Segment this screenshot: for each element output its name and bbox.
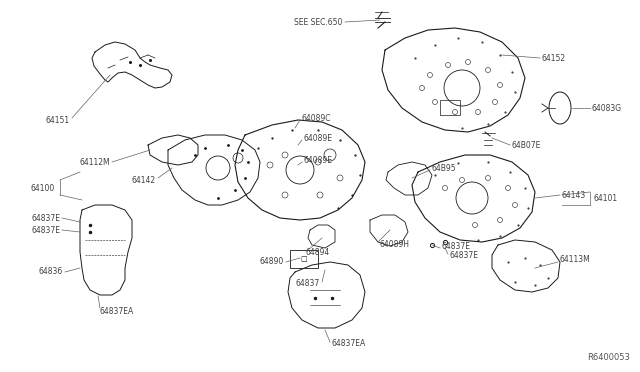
Text: 64113M: 64113M (560, 256, 591, 264)
Text: □: □ (301, 256, 307, 262)
Text: SEE SEC.650: SEE SEC.650 (294, 17, 342, 26)
Text: 64089E: 64089E (304, 134, 333, 142)
Text: 64894: 64894 (306, 247, 330, 257)
Text: 64142: 64142 (132, 176, 156, 185)
Text: 64890: 64890 (260, 257, 284, 266)
Bar (440, 100, 460, 115)
Text: 64152: 64152 (542, 54, 566, 62)
Text: 64101: 64101 (593, 193, 617, 202)
Text: 64B95: 64B95 (432, 164, 456, 173)
Text: 64083G: 64083G (592, 103, 622, 112)
Text: 64837E: 64837E (31, 214, 60, 222)
Text: 64837EA: 64837EA (100, 308, 134, 317)
Text: 64837EA: 64837EA (332, 340, 366, 349)
Text: 64151: 64151 (46, 115, 70, 125)
Text: 64837: 64837 (296, 279, 320, 289)
Text: 64837E: 64837E (442, 241, 471, 250)
Bar (290, 250, 318, 268)
Text: 64089H: 64089H (380, 240, 410, 248)
Text: 64837E: 64837E (450, 251, 479, 260)
Text: 64836: 64836 (39, 267, 63, 276)
Text: 64B07E: 64B07E (512, 141, 541, 150)
Text: 64100: 64100 (31, 183, 55, 192)
Text: 64089C: 64089C (302, 113, 332, 122)
Text: 64112M: 64112M (79, 157, 110, 167)
Text: 64143: 64143 (562, 190, 586, 199)
Text: 64089E: 64089E (304, 155, 333, 164)
Text: R6400053: R6400053 (587, 353, 630, 362)
Text: 64837E: 64837E (31, 225, 60, 234)
